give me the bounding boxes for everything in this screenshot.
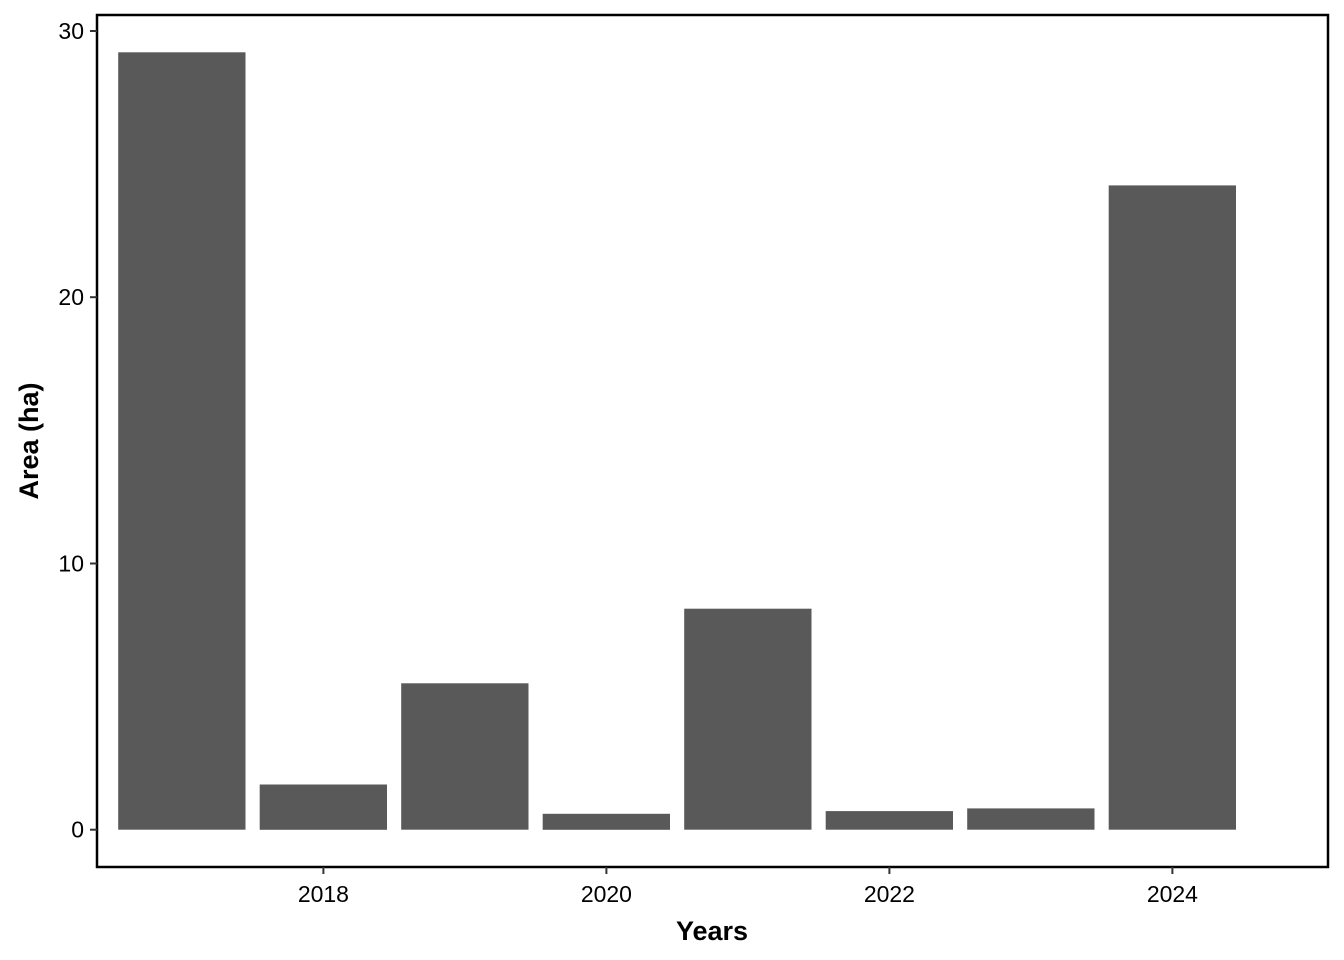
y-tick-label: 0 xyxy=(71,817,84,843)
x-tick-label: 2018 xyxy=(298,881,349,907)
plot-panel-border xyxy=(95,13,1330,869)
bar-2020 xyxy=(542,813,670,830)
y-tick-label: 30 xyxy=(58,18,84,44)
y-tick-label: 20 xyxy=(58,284,84,310)
x-tick-label: 2022 xyxy=(864,881,915,907)
bar-2022 xyxy=(825,811,953,830)
x-axis-title: Years xyxy=(676,916,748,946)
y-axis: 0 10 20 30 xyxy=(58,18,97,843)
bar-2021 xyxy=(684,608,812,830)
bar-2023 xyxy=(967,808,1095,830)
x-axis: 2018 2020 2022 2024 xyxy=(298,867,1198,907)
y-axis-title: Area (ha) xyxy=(14,382,44,499)
bar-2017 xyxy=(118,52,246,830)
y-tick-label: 10 xyxy=(58,551,84,577)
x-tick-label: 2024 xyxy=(1147,881,1198,907)
bars-group xyxy=(118,52,1236,830)
x-tick-label: 2020 xyxy=(581,881,632,907)
bar-2018 xyxy=(259,784,387,830)
bar-2019 xyxy=(401,683,529,830)
bar-2024 xyxy=(1108,185,1236,830)
